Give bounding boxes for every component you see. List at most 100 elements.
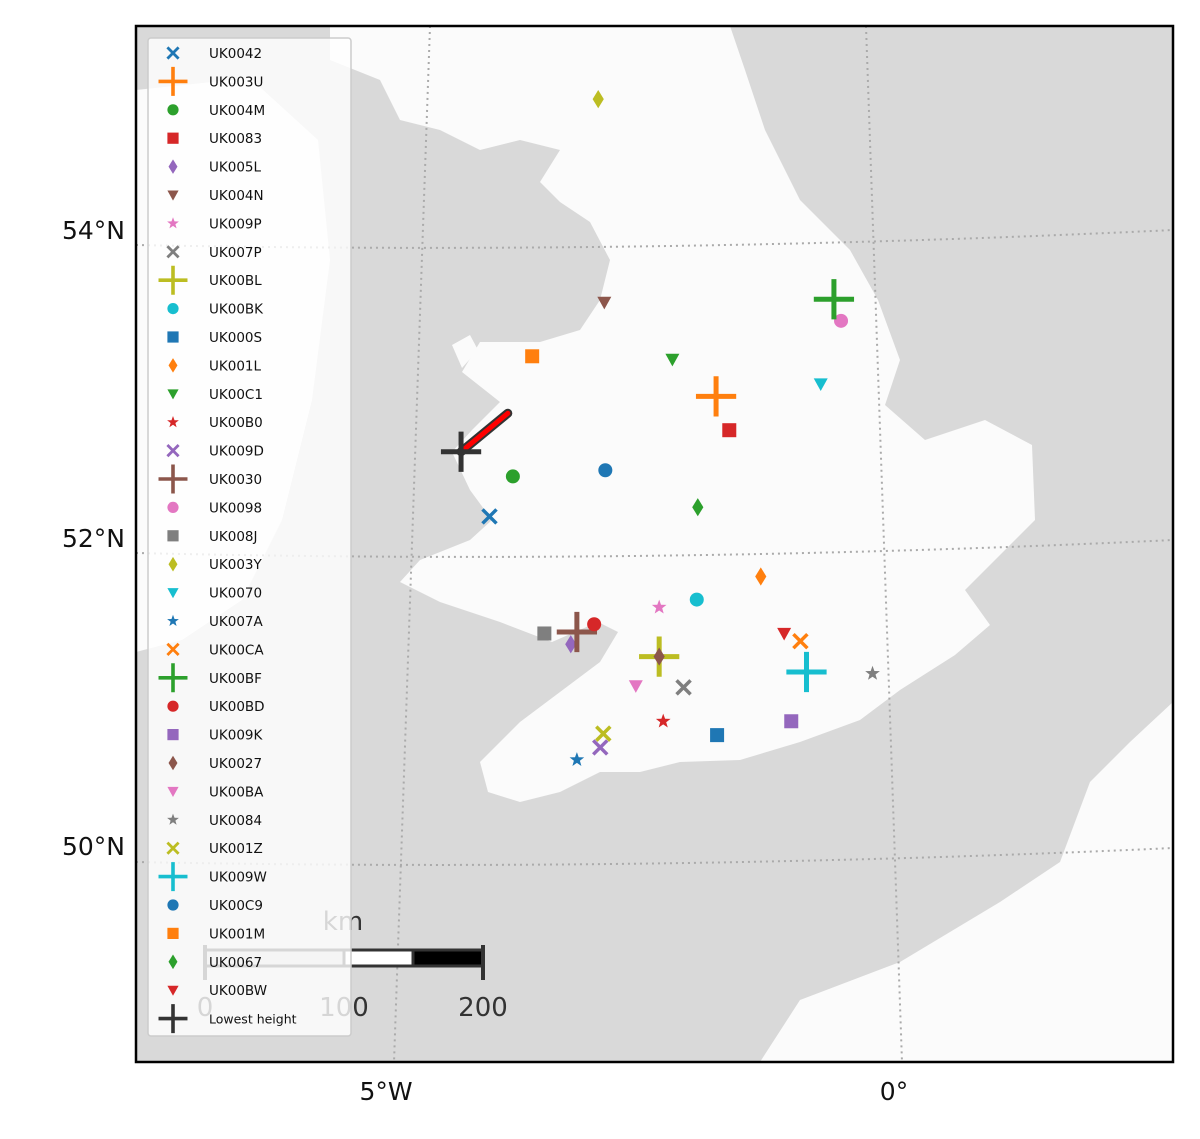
legend-marker-icon	[167, 303, 179, 315]
marker-uk009d	[592, 739, 609, 756]
legend-item: UK0067	[168, 954, 262, 971]
lat-tick-label: 54°N	[62, 216, 125, 245]
legend-label: UK00BW	[209, 983, 267, 999]
legend-marker-icon	[167, 132, 179, 144]
lon-tick-label: 0°	[880, 1077, 908, 1106]
legend-label: UK004N	[209, 188, 264, 204]
marker-uk00bw	[777, 627, 792, 641]
legend-label: UK00C9	[209, 898, 263, 914]
legend-item: UK00BW	[167, 983, 267, 999]
marker-uk009w	[786, 651, 827, 693]
legend-item: UK00B0	[167, 415, 263, 431]
marker-uk0030	[556, 611, 598, 653]
legend-label: UK009D	[209, 444, 264, 460]
land-isle-of-man	[452, 335, 478, 368]
land-great-britain	[330, 26, 1035, 802]
marker-uk009p	[651, 599, 667, 614]
legend-item: UK009K	[167, 728, 264, 744]
legend-marker-icon	[167, 700, 179, 712]
legend-label: UK00CA	[209, 642, 264, 658]
legend-item: UK009D	[166, 444, 264, 460]
legend-item: UK000S	[167, 330, 262, 346]
marker-uk0070	[813, 378, 828, 391]
legend-marker-icon	[167, 416, 179, 428]
legend-item: UK0084	[167, 813, 262, 829]
legend-item: UK0027	[168, 755, 262, 772]
marker-uk0042	[481, 508, 498, 525]
legend-item: UK009W	[158, 862, 267, 892]
legend-label: UK009P	[209, 216, 262, 232]
legend-item: Lowest height	[158, 1004, 297, 1034]
scale-label-200: 200	[458, 993, 508, 1023]
legend-marker-icon	[168, 159, 178, 174]
marker-uk0084	[865, 665, 880, 680]
legend-item: UK00BK	[167, 302, 264, 318]
track-line	[458, 410, 511, 455]
legend-item: UK001Z	[166, 841, 263, 857]
legend-label: UK0070	[209, 586, 262, 602]
legend-label: UK001M	[209, 926, 265, 942]
legend-label: UK005L	[209, 160, 262, 176]
marker-uk005l	[565, 635, 577, 654]
legend-label: UK007P	[209, 245, 262, 261]
legend-marker-icon	[167, 331, 179, 343]
marker-lowest-height	[440, 431, 482, 472]
marker-uk0067	[692, 498, 704, 517]
marker-uk001z	[595, 725, 612, 742]
legend-label: UK00BD	[209, 699, 265, 715]
legend-item: UK00BF	[158, 663, 262, 693]
lat-tick-label: 52°N	[62, 524, 125, 553]
marker-uk001m	[525, 349, 540, 364]
axes-frame	[134, 24, 1175, 1064]
legend-marker-icon	[158, 1004, 188, 1034]
marker-uk00bd	[587, 617, 602, 632]
legend: UK0042 UK003U UK004M UK0083 UK005L UK004N UK00…	[147, 37, 352, 1037]
marker-uk0083	[722, 423, 737, 438]
legend-item: UK0070	[167, 586, 262, 602]
legend-item: UK005L	[168, 159, 262, 176]
legend-marker-icon	[166, 444, 180, 458]
legend-item: UK00BA	[167, 784, 264, 800]
marker-uk00ba	[628, 680, 643, 693]
legend-item: UK009P	[167, 216, 262, 232]
legend-marker-icon	[167, 614, 179, 626]
legend-marker-icon	[167, 389, 179, 400]
legend-item: UK001M	[167, 926, 265, 942]
marker-uk00c9	[598, 463, 613, 478]
legend-label: UK00BL	[209, 273, 262, 289]
legend-marker-icon	[168, 755, 178, 771]
legend-label: UK003U	[209, 74, 263, 90]
legend-label: UK0067	[209, 955, 262, 971]
legend-label: UK0030	[209, 472, 262, 488]
legend-marker-icon	[167, 786, 179, 797]
legend-marker-icon	[167, 985, 179, 996]
marker-uk0027	[653, 647, 665, 666]
legend-marker-icon	[158, 663, 188, 693]
axis-ticks: 54°N 52°N 50°N 5°W 0°	[62, 216, 908, 1106]
legend-marker-icon	[167, 104, 179, 116]
legend-label: UK00C1	[209, 387, 263, 403]
legend-item: UK00CA	[166, 642, 264, 658]
legend-marker-icon	[167, 588, 179, 599]
legend-marker-icon	[168, 358, 178, 373]
legend-item: UK00BD	[167, 699, 265, 715]
legend-label: UK000S	[209, 330, 262, 346]
legend-item: UK003Y	[168, 556, 263, 573]
legend-label: UK007A	[209, 614, 264, 630]
legend-label: UK0042	[209, 46, 262, 62]
legend-label: UK001L	[209, 358, 262, 374]
marker-uk00bk	[689, 592, 704, 607]
legend-item: UK007P	[166, 245, 262, 261]
legend-marker-icon	[167, 899, 179, 911]
marker-uk00b0	[655, 713, 671, 728]
marker-uk0098	[834, 313, 849, 328]
legend-item: UK0098	[167, 500, 262, 516]
legend-marker-icon	[167, 217, 179, 229]
marker-uk00ca	[792, 632, 809, 650]
legend-label: UK008J	[209, 529, 257, 545]
legend-label: UK003Y	[209, 557, 263, 573]
legend-marker-icon	[158, 66, 188, 96]
legend-item: UK003U	[158, 66, 263, 96]
legend-item: UK0083	[167, 131, 262, 147]
